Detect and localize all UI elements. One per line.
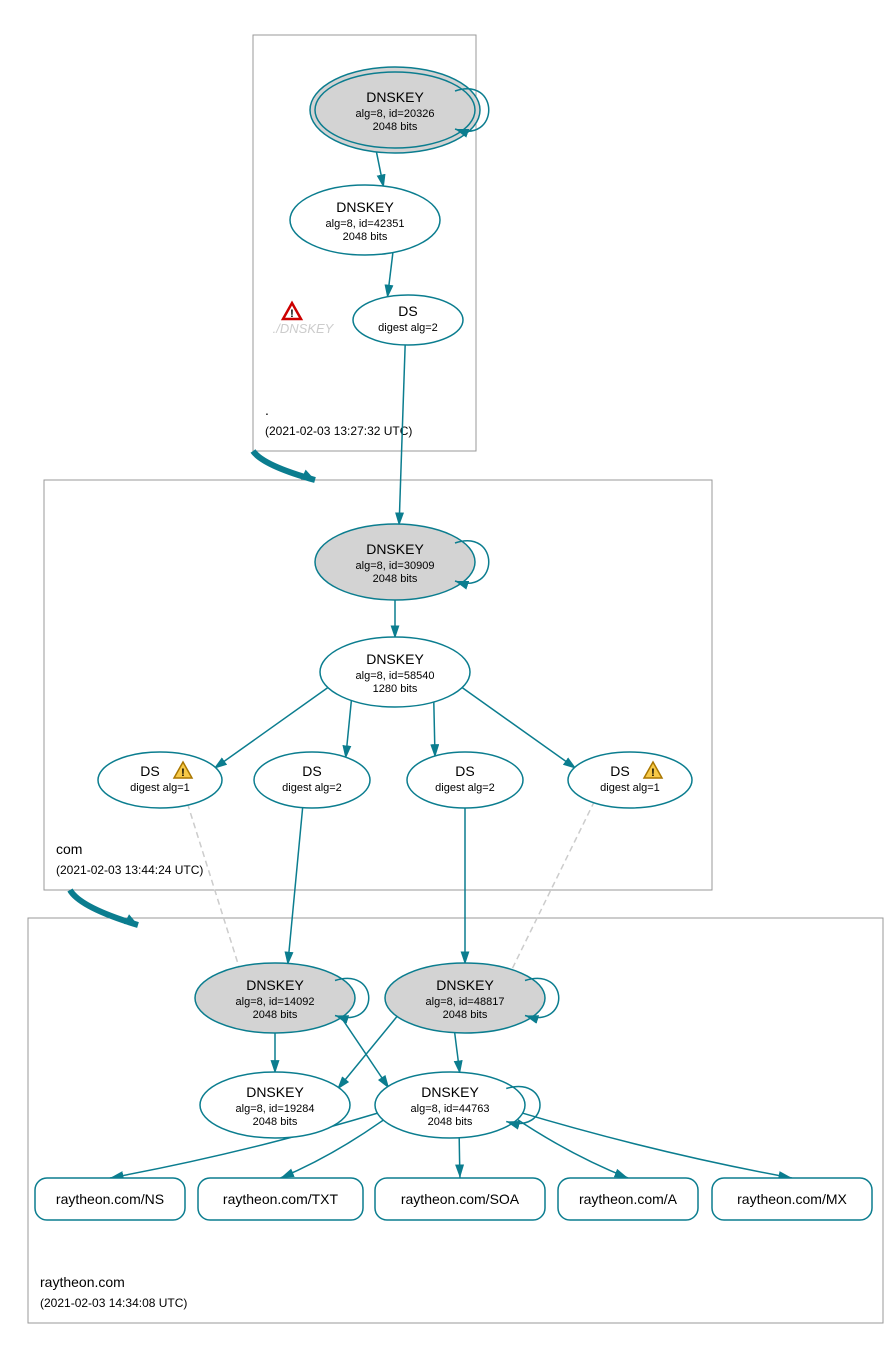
svg-text:DNSKEY: DNSKEY bbox=[336, 199, 394, 215]
warning-icon: ! bbox=[283, 303, 301, 320]
edge-zsk-record-3 bbox=[512, 1116, 628, 1178]
svg-text:raytheon.com/NS: raytheon.com/NS bbox=[56, 1191, 164, 1207]
svg-text:2048 bits: 2048 bits bbox=[253, 1116, 298, 1128]
svg-text:digest alg=2: digest alg=2 bbox=[378, 322, 438, 334]
svg-text:DNSKEY: DNSKEY bbox=[246, 977, 304, 993]
svg-text:DNSKEY: DNSKEY bbox=[246, 1084, 304, 1100]
node-com_ds3: DS digest alg=2 bbox=[407, 752, 523, 808]
svg-text:raytheon.com/SOA: raytheon.com/SOA bbox=[401, 1191, 520, 1207]
edge-zsk-record-2 bbox=[459, 1134, 460, 1178]
svg-text:!: ! bbox=[181, 767, 185, 779]
svg-text:digest alg=1: digest alg=1 bbox=[600, 782, 660, 794]
dnssec-diagram: . (2021-02-03 13:27:32 UTC) com (2021-02-03… bbox=[10, 10, 885, 1343]
svg-text:alg=8, id=30909: alg=8, id=30909 bbox=[356, 560, 435, 572]
svg-text:2048 bits: 2048 bits bbox=[428, 1116, 473, 1128]
svg-text:!: ! bbox=[290, 308, 294, 320]
svg-text:DNSKEY: DNSKEY bbox=[366, 541, 424, 557]
svg-text:digest alg=1: digest alg=1 bbox=[130, 782, 190, 794]
edge-dom_ksk2-dom_zsk2 bbox=[454, 1031, 459, 1074]
svg-text:alg=8, id=42351: alg=8, id=42351 bbox=[326, 218, 405, 230]
svg-text:2048 bits: 2048 bits bbox=[373, 573, 418, 585]
svg-text:alg=8, id=58540: alg=8, id=58540 bbox=[356, 670, 435, 682]
zone-timestamp-domain: (2021-02-03 14:34:08 UTC) bbox=[40, 1296, 187, 1310]
node-root_ksk: DNSKEY alg=8, id=203262048 bits bbox=[310, 67, 489, 153]
edge-com_ds4-dom_ksk2 bbox=[511, 801, 595, 971]
svg-text:./DNSKEY: ./DNSKEY bbox=[273, 321, 335, 336]
edge-com_ds2-dom_ksk1 bbox=[288, 806, 303, 965]
node-com_ds4: DS digest alg=1 bbox=[568, 752, 692, 808]
svg-text:!: ! bbox=[651, 767, 655, 779]
zone-label-com: com bbox=[56, 841, 82, 857]
svg-text:2048 bits: 2048 bits bbox=[343, 231, 388, 243]
node-com_ds1: DS digest alg=1 bbox=[98, 752, 222, 808]
node-com_ksk: DNSKEY alg=8, id=309092048 bits bbox=[315, 524, 489, 600]
svg-text:DNSKEY: DNSKEY bbox=[421, 1084, 479, 1100]
svg-text:digest alg=2: digest alg=2 bbox=[435, 782, 495, 794]
node-dom_zsk2: DNSKEY alg=8, id=447632048 bits bbox=[375, 1072, 540, 1138]
svg-text:DS: DS bbox=[610, 763, 629, 779]
svg-text:DNSKEY: DNSKEY bbox=[366, 89, 424, 105]
svg-text:DS: DS bbox=[455, 763, 474, 779]
node-dom_zsk1: DNSKEY alg=8, id=192842048 bits bbox=[200, 1072, 350, 1138]
svg-text:DS: DS bbox=[398, 303, 417, 319]
node-dom_ksk1: DNSKEY alg=8, id=140922048 bits bbox=[195, 963, 369, 1033]
edge-com_zsk-com_ds3 bbox=[434, 700, 435, 758]
svg-text:alg=8, id=14092: alg=8, id=14092 bbox=[236, 996, 315, 1008]
edge-root_zsk-root_ds bbox=[387, 251, 393, 299]
svg-text:alg=8, id=19284: alg=8, id=19284 bbox=[236, 1103, 315, 1115]
svg-text:alg=8, id=20326: alg=8, id=20326 bbox=[356, 108, 435, 120]
svg-text:raytheon.com/A: raytheon.com/A bbox=[579, 1191, 678, 1207]
svg-text:2048 bits: 2048 bits bbox=[443, 1009, 488, 1021]
svg-text:DS: DS bbox=[140, 763, 159, 779]
node-com_ds2: DS digest alg=2 bbox=[254, 752, 370, 808]
edge-com_zsk-com_ds2 bbox=[346, 698, 352, 759]
zone-timestamp-root: (2021-02-03 13:27:32 UTC) bbox=[265, 424, 412, 438]
svg-text:DS: DS bbox=[302, 763, 321, 779]
svg-text:DNSKEY: DNSKEY bbox=[366, 651, 424, 667]
svg-text:2048 bits: 2048 bits bbox=[253, 1009, 298, 1021]
svg-text:1280 bits: 1280 bits bbox=[373, 683, 418, 695]
node-com_zsk: DNSKEY alg=8, id=585401280 bits bbox=[320, 637, 470, 707]
svg-text:raytheon.com/MX: raytheon.com/MX bbox=[737, 1191, 847, 1207]
svg-text:digest alg=2: digest alg=2 bbox=[282, 782, 342, 794]
node-dom_ksk2: DNSKEY alg=8, id=488172048 bits bbox=[385, 963, 559, 1033]
edge-com_ds1-dom_ksk1 bbox=[187, 804, 239, 969]
zone-timestamp-com: (2021-02-03 13:44:24 UTC) bbox=[56, 863, 203, 877]
svg-text:2048 bits: 2048 bits bbox=[373, 121, 418, 133]
zone-label-root: . bbox=[265, 402, 269, 418]
zone-label-domain: raytheon.com bbox=[40, 1274, 125, 1290]
svg-text:DNSKEY: DNSKEY bbox=[436, 977, 494, 993]
svg-text:alg=8, id=44763: alg=8, id=44763 bbox=[411, 1103, 490, 1115]
svg-text:raytheon.com/TXT: raytheon.com/TXT bbox=[223, 1191, 339, 1207]
svg-text:alg=8, id=48817: alg=8, id=48817 bbox=[426, 996, 505, 1008]
node-root_zsk: DNSKEY alg=8, id=423512048 bits bbox=[290, 185, 440, 255]
node-root_ds: DS digest alg=2 bbox=[353, 295, 463, 345]
